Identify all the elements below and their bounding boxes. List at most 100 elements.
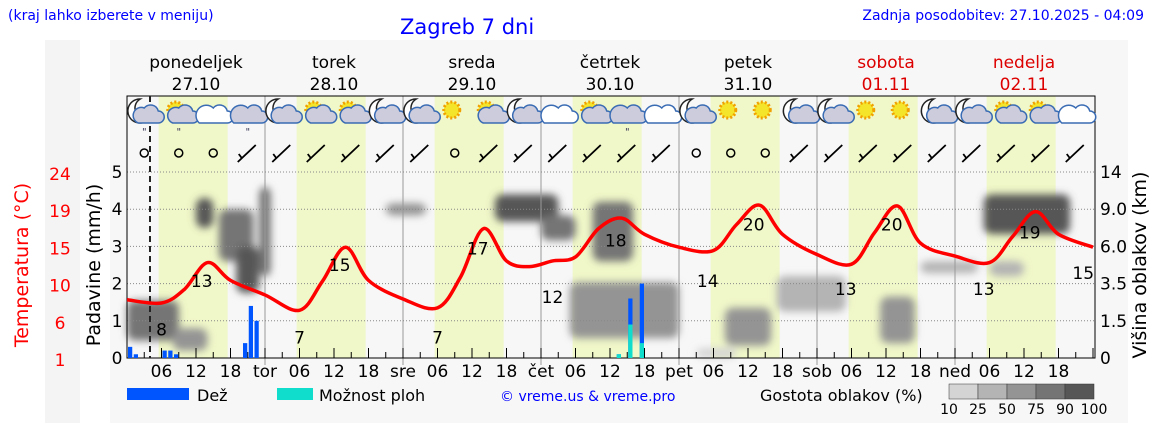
sun-cloud-icon	[304, 100, 338, 124]
sun-cloud-icon	[1028, 100, 1062, 124]
wind-barb-icon	[1030, 144, 1050, 163]
location-hint: (kraj lahko izberete v meniju)	[8, 8, 214, 24]
day-date: 31.10	[724, 75, 773, 95]
cloud-shape	[373, 104, 407, 124]
cloud-density-area	[989, 261, 1024, 277]
cloud-shape	[822, 104, 855, 124]
precip-tick-label: 0	[112, 349, 123, 369]
temperature-label: 15	[329, 256, 351, 276]
x-tick-label: 18	[496, 362, 518, 382]
cloud-icon	[1057, 104, 1097, 124]
x-tick-label: 12	[737, 362, 759, 382]
moon-cloud-icon	[403, 98, 441, 124]
cloud-legend-label: 50	[998, 402, 1016, 418]
cloud-density-area	[385, 203, 426, 216]
sun-shape	[752, 100, 772, 120]
wind-barb-icon	[858, 144, 878, 163]
cloud-legend-label: 75	[1027, 402, 1045, 418]
shower-chance-bar	[616, 354, 621, 358]
sun-cloud-icon	[338, 100, 372, 124]
cloud-legend-swatch	[948, 383, 979, 400]
wind-calm-icon	[691, 148, 701, 158]
rain-drops: "	[176, 127, 181, 138]
wind-barb-icon	[513, 144, 533, 163]
cloud-shape	[477, 104, 510, 124]
wind-barb-icon	[478, 144, 498, 163]
wind-barb-icon	[306, 144, 326, 163]
x-tick-label: 18	[772, 362, 794, 382]
wind-barb-icon	[409, 144, 429, 163]
x-tick-label: 18	[1048, 362, 1070, 382]
moon-cloud-icon	[817, 98, 855, 124]
cloud-density-area	[920, 261, 978, 274]
legend-rain-label: Dež	[197, 386, 228, 405]
temp-axis-title: Temperatura (°C)	[11, 183, 33, 348]
wind-barb-icon	[892, 144, 912, 163]
wind-calm-icon	[450, 148, 460, 158]
temp-tick-label: 19	[49, 202, 71, 222]
x-tick-label: 18	[358, 362, 380, 382]
rain-bar	[128, 346, 133, 358]
cloud-shape	[994, 104, 1028, 124]
copyright-link[interactable]: © vreme.us & vreme.pro	[500, 389, 675, 405]
sun-icon	[890, 100, 910, 120]
wind-barb-icon	[823, 144, 843, 163]
wind-barb-icon	[1065, 144, 1085, 163]
x-tick-label: tor	[253, 362, 277, 382]
x-tick-label: 18	[220, 362, 242, 382]
cloud-density-area	[127, 300, 179, 341]
day-date: 29.10	[448, 75, 497, 95]
moon-cloud-rain-icon: "	[127, 98, 165, 138]
x-tick-label: 18	[634, 362, 656, 382]
temperature-label: 7	[294, 328, 305, 348]
cloud-height-tick-label: 3.5	[1100, 275, 1127, 295]
cloud-density-area	[776, 276, 846, 312]
sun-icon	[718, 100, 738, 120]
temp-tick-label: 6	[55, 314, 66, 334]
cloud-legend-swatch	[1035, 383, 1066, 400]
legend-shower-label: Možnost ploh	[319, 386, 425, 405]
wind-calm-icon	[760, 148, 770, 158]
x-tick-label: 12	[599, 362, 621, 382]
cloud-density-area	[569, 282, 679, 339]
cloud-legend-label: 10	[940, 402, 958, 418]
shower-chance-bar	[628, 324, 633, 358]
sun-shape	[856, 100, 876, 120]
x-tick-label: 18	[910, 362, 932, 382]
cloud-height-tick-label: 1.5	[1100, 312, 1127, 332]
wind-barb-icon	[582, 144, 602, 163]
day-date: 30.10	[586, 75, 635, 95]
wind-calm-icon	[726, 148, 736, 158]
moon-cloud-icon	[265, 98, 303, 124]
day-name: četrtek	[580, 53, 641, 73]
temp-tick-label: 1	[55, 351, 66, 371]
moon-cloud-icon	[955, 98, 993, 124]
wind-calm-icon	[208, 148, 218, 158]
cloud-height-tick-label: 6.0	[1100, 237, 1127, 257]
day-date: 28.10	[310, 75, 359, 95]
page-title: Zagreb 7 dni	[400, 15, 535, 39]
day-name: petek	[724, 53, 772, 73]
temperature-label: 19	[1019, 223, 1041, 243]
cloud-legend-label: 25	[969, 402, 987, 418]
x-tick-label: 12	[461, 362, 483, 382]
x-tick-label: 12	[323, 362, 345, 382]
cloud-legend-label: 90	[1056, 402, 1074, 418]
day-date: 27.10	[172, 75, 221, 95]
wind-barb-icon	[271, 144, 291, 163]
cloud-shape	[304, 104, 338, 124]
x-tick-label: 06	[151, 362, 173, 382]
cloud-shape	[540, 104, 579, 124]
x-tick-label: 06	[289, 362, 311, 382]
cloud-height-tick-label: 14	[1100, 163, 1122, 183]
wind-barb-icon	[237, 144, 257, 163]
wind-barb-icon	[927, 144, 947, 163]
wind-barb-icon	[547, 144, 567, 163]
legend: Dež Možnost ploh © vreme.us & vreme.pro …	[127, 383, 1107, 418]
rain-bar	[133, 354, 138, 358]
rain-drops: "	[142, 127, 147, 138]
rain-drops: "	[625, 127, 630, 138]
cloud-shape	[339, 104, 372, 124]
wind-barb-icon	[961, 144, 981, 163]
x-tick-label: 06	[979, 362, 1001, 382]
